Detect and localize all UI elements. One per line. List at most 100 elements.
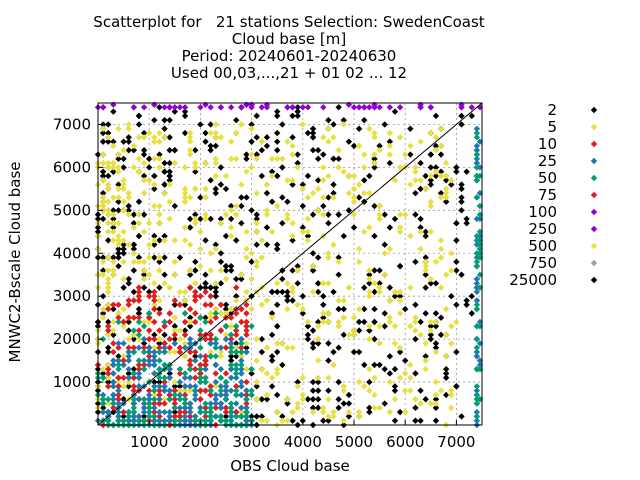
data-point <box>299 185 306 193</box>
data-point <box>186 400 194 407</box>
data-point <box>473 288 481 296</box>
data-point <box>227 361 235 369</box>
data-point <box>238 357 245 364</box>
data-point <box>350 194 358 201</box>
data-point <box>171 202 178 210</box>
data-point <box>207 147 214 154</box>
data-point <box>192 357 199 364</box>
data-point <box>140 159 148 167</box>
data-point <box>309 267 317 274</box>
data-point <box>217 310 225 317</box>
data-point <box>105 288 112 296</box>
data-point <box>120 185 127 193</box>
data-point <box>192 211 199 218</box>
data-point <box>427 129 434 137</box>
data-point <box>135 417 143 424</box>
data-point <box>268 357 276 364</box>
data-point <box>299 293 306 300</box>
data-point <box>135 344 143 351</box>
data-point <box>181 400 189 407</box>
y-tick-label: 2000 <box>53 330 91 348</box>
data-point <box>125 318 132 326</box>
x-axis-label: OBS Cloud base <box>230 457 350 475</box>
data-point <box>258 335 266 343</box>
data-point <box>238 370 245 377</box>
data-point <box>186 134 194 141</box>
data-point <box>396 408 404 416</box>
data-point <box>274 288 281 296</box>
data-point <box>120 164 127 171</box>
data-point <box>156 104 163 111</box>
data-point <box>412 404 419 412</box>
data-point <box>294 301 301 308</box>
data-point <box>110 305 117 313</box>
data-point <box>381 250 388 257</box>
data-point <box>361 361 368 369</box>
data-point <box>274 340 281 347</box>
data-point <box>130 370 138 377</box>
data-point <box>125 297 132 304</box>
data-point <box>366 224 373 231</box>
data-point <box>212 396 219 403</box>
data-point <box>294 280 301 287</box>
legend-marker <box>590 106 598 114</box>
data-point <box>212 142 219 150</box>
data-point <box>402 357 409 364</box>
data-point <box>320 293 327 300</box>
data-point <box>176 344 184 351</box>
data-point <box>207 331 214 339</box>
data-point <box>268 155 276 163</box>
data-point <box>366 335 373 343</box>
data-point <box>355 305 363 313</box>
data-point <box>233 370 240 377</box>
data-point <box>207 293 214 300</box>
data-point <box>161 408 168 416</box>
data-point <box>289 297 296 304</box>
data-point <box>171 301 178 308</box>
data-point <box>146 357 153 364</box>
data-point <box>212 129 219 137</box>
data-point <box>243 396 250 403</box>
data-point <box>151 155 158 163</box>
data-point <box>473 348 481 356</box>
data-point <box>125 314 132 321</box>
data-point <box>468 104 475 111</box>
data-point <box>186 138 194 145</box>
data-point <box>279 417 286 424</box>
data-point <box>222 370 230 377</box>
data-point <box>386 408 394 416</box>
data-point <box>110 271 117 278</box>
data-point <box>350 314 358 321</box>
data-point <box>99 198 107 205</box>
data-point <box>135 112 143 120</box>
data-point <box>330 241 337 248</box>
legend-marker <box>590 174 598 182</box>
data-point <box>412 168 419 175</box>
data-point <box>325 116 332 124</box>
data-point <box>192 293 199 300</box>
data-point <box>238 361 245 369</box>
data-point <box>110 318 117 326</box>
data-point <box>166 104 173 111</box>
data-point <box>453 258 460 266</box>
data-point <box>442 198 450 205</box>
data-point <box>268 198 276 205</box>
data-point <box>120 361 127 369</box>
data-point <box>110 348 117 356</box>
data-point <box>212 400 219 407</box>
data-point <box>125 378 132 386</box>
data-point <box>432 147 440 154</box>
data-point <box>105 207 112 214</box>
data-point <box>355 194 363 201</box>
data-point <box>284 305 291 313</box>
data-point <box>253 228 260 235</box>
data-point <box>166 172 173 180</box>
data-point <box>105 220 112 227</box>
data-point <box>156 396 163 403</box>
data-point <box>407 151 414 158</box>
data-point <box>207 301 214 308</box>
data-point <box>135 314 143 321</box>
data-point <box>207 310 214 317</box>
data-point <box>130 404 138 412</box>
data-point <box>105 284 112 291</box>
